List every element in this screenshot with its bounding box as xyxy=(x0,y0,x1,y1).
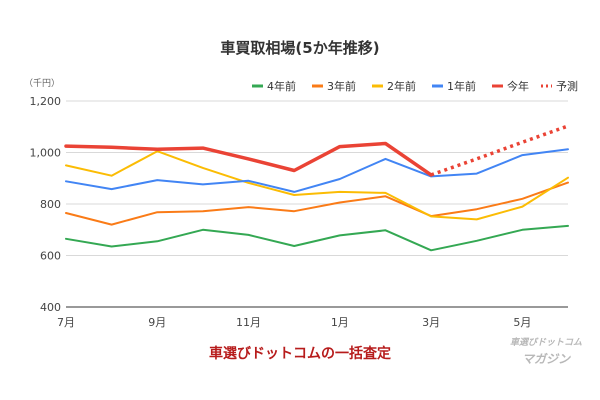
series-line-3年前 xyxy=(65,181,569,226)
x-tick-label: 5月 xyxy=(513,316,531,329)
x-tick-label: 1月 xyxy=(331,316,349,329)
chart-title: 車買取相場(5か年推移) xyxy=(220,39,380,57)
series-line-今年 xyxy=(64,141,433,177)
x-tick-label: 3月 xyxy=(422,316,440,329)
y-tick-label: 800 xyxy=(40,198,61,211)
legend-label: 3年前 xyxy=(327,79,356,93)
y-tick-label: 1,000 xyxy=(30,147,62,160)
y-tick-label: 400 xyxy=(40,301,61,314)
y-tick-label: 600 xyxy=(40,250,61,263)
legend-label: 予測 xyxy=(556,79,578,93)
legend-label: 4年前 xyxy=(267,79,296,93)
x-tick-label: 11月 xyxy=(236,316,261,329)
series-line-4年前 xyxy=(65,224,569,252)
source-caption: 車選びドットコムの一括査定 xyxy=(209,346,391,362)
y-tick-label: 1,200 xyxy=(30,95,62,108)
series-line-2年前 xyxy=(65,150,569,221)
y-unit-label: （千円） xyxy=(24,78,60,89)
series-line-予測 xyxy=(430,124,569,177)
legend-label: 2年前 xyxy=(387,79,416,93)
watermark-logo: 車選びドットコム マガジン xyxy=(506,335,586,367)
x-tick-label: 9月 xyxy=(148,316,166,329)
legend-label: 今年 xyxy=(507,79,529,93)
x-tick-label: 7月 xyxy=(57,316,75,329)
legend-label: 1年前 xyxy=(447,79,476,93)
series-line-1年前 xyxy=(65,148,569,193)
logo-line-1: 車選びドットコム xyxy=(509,338,582,348)
logo-line-2: マガジン xyxy=(521,352,570,366)
